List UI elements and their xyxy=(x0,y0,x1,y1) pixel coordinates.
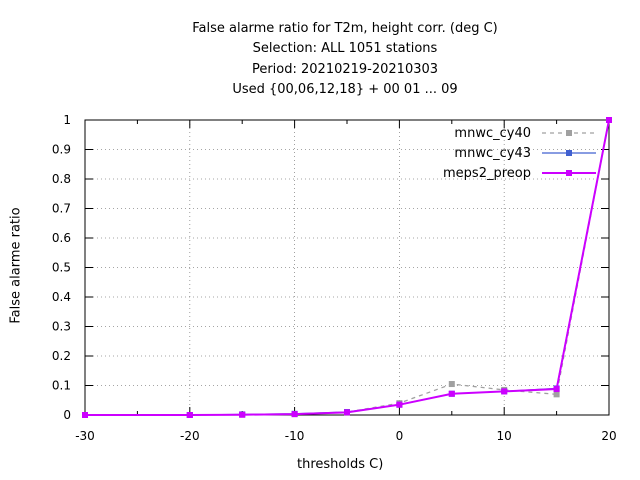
y-tick-label: 0 xyxy=(63,408,71,422)
series-line-mnwc_cy43 xyxy=(85,119,610,416)
chart-title-line-2: Selection: ALL 1051 stations xyxy=(252,41,438,56)
series-line-meps2_preop xyxy=(85,119,610,416)
x-tick-label: 10 xyxy=(497,429,512,443)
data-point-meps2_preop xyxy=(291,411,298,418)
x-tick-label: -20 xyxy=(180,429,200,443)
x-tick-label: -30 xyxy=(75,429,95,443)
data-point-meps2_preop xyxy=(82,412,88,418)
data-point-meps2_preop xyxy=(239,411,246,418)
y-tick-label: 1 xyxy=(63,113,71,127)
data-point-mnwc_cy40 xyxy=(448,381,455,388)
y-tick-label: 0.5 xyxy=(52,261,71,275)
plot-area-border xyxy=(84,119,610,416)
y-tick-label: 0.2 xyxy=(52,349,71,363)
chart-title-line-4: Used {00,06,12,18} + 00 01 ... 09 xyxy=(232,82,458,97)
legend-swatch-marker-mnwc_cy40 xyxy=(566,130,572,136)
data-point-meps2_preop xyxy=(553,386,560,393)
legend-label-mnwc_cy40: mnwc_cy40 xyxy=(454,126,531,141)
data-point-meps2_preop xyxy=(448,390,455,397)
chart-title-line-1: False alarme ratio for T2m, height corr.… xyxy=(192,21,498,36)
x-tick-label: -10 xyxy=(285,429,305,443)
y-tick-label: 0.4 xyxy=(52,290,71,304)
chart-title-line-3: Period: 20210219-20210303 xyxy=(251,62,439,77)
y-tick-label: 0.7 xyxy=(52,202,71,216)
legend-swatch-marker-meps2_preop xyxy=(566,170,572,176)
legend-swatch-marker-mnwc_cy43 xyxy=(566,150,572,156)
y-tick-label: 0.6 xyxy=(52,231,71,245)
legend-label-meps2_preop: meps2_preop xyxy=(443,166,531,181)
legend-label-mnwc_cy43: mnwc_cy43 xyxy=(454,146,531,161)
data-point-meps2_preop xyxy=(606,117,612,123)
data-point-meps2_preop xyxy=(186,412,193,418)
x-axis-title: thresholds C) xyxy=(297,457,384,472)
x-tick-label: 20 xyxy=(601,429,616,443)
x-tick-label: 0 xyxy=(396,429,404,443)
data-point-mnwc_cy40 xyxy=(553,391,560,398)
y-tick-label: 0.3 xyxy=(52,320,71,334)
y-tick-label: 0.8 xyxy=(52,172,71,186)
series-line-mnwc_cy40 xyxy=(85,119,610,416)
y-tick-label: 0.1 xyxy=(52,379,71,393)
data-point-meps2_preop xyxy=(344,409,350,416)
y-tick-label: 0.9 xyxy=(52,143,71,157)
data-point-meps2_preop xyxy=(501,388,508,395)
data-point-meps2_preop xyxy=(396,401,403,408)
